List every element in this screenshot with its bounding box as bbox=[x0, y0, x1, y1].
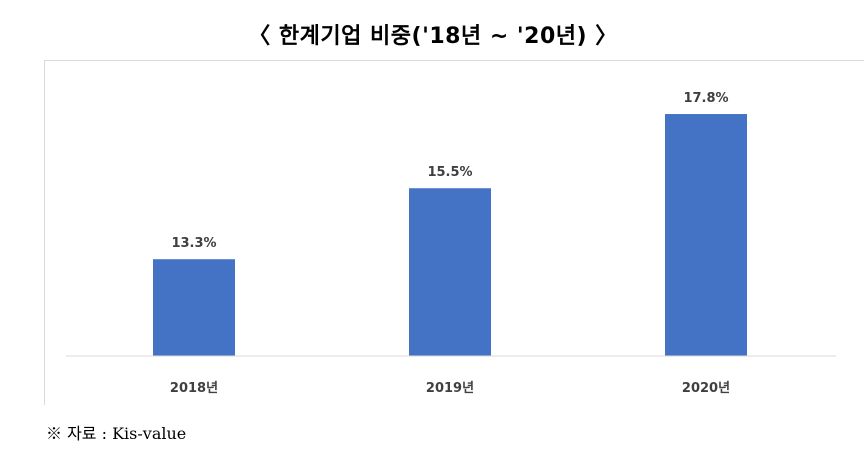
bar-2019 bbox=[409, 188, 491, 356]
chart-title: 〈 한계기업 비중('18년 ~ '20년) 〉 bbox=[248, 24, 618, 49]
data-label: 15.5% bbox=[427, 165, 472, 180]
x-tick-label: 2018년 bbox=[170, 381, 218, 396]
x-tick-label: 2020년 bbox=[682, 381, 730, 396]
bar-chart: 13.3% 2018년 15.5% 2019년 17.8% 2020년 bbox=[66, 91, 836, 396]
bar-2020 bbox=[665, 114, 747, 357]
source-note: ※ 자료 : Kis-value bbox=[46, 424, 187, 443]
chart-frame bbox=[44, 60, 864, 405]
bar-2018 bbox=[153, 259, 235, 356]
x-tick-label: 2019년 bbox=[426, 381, 474, 396]
data-label: 17.8% bbox=[683, 91, 728, 106]
data-label: 13.3% bbox=[171, 236, 216, 251]
